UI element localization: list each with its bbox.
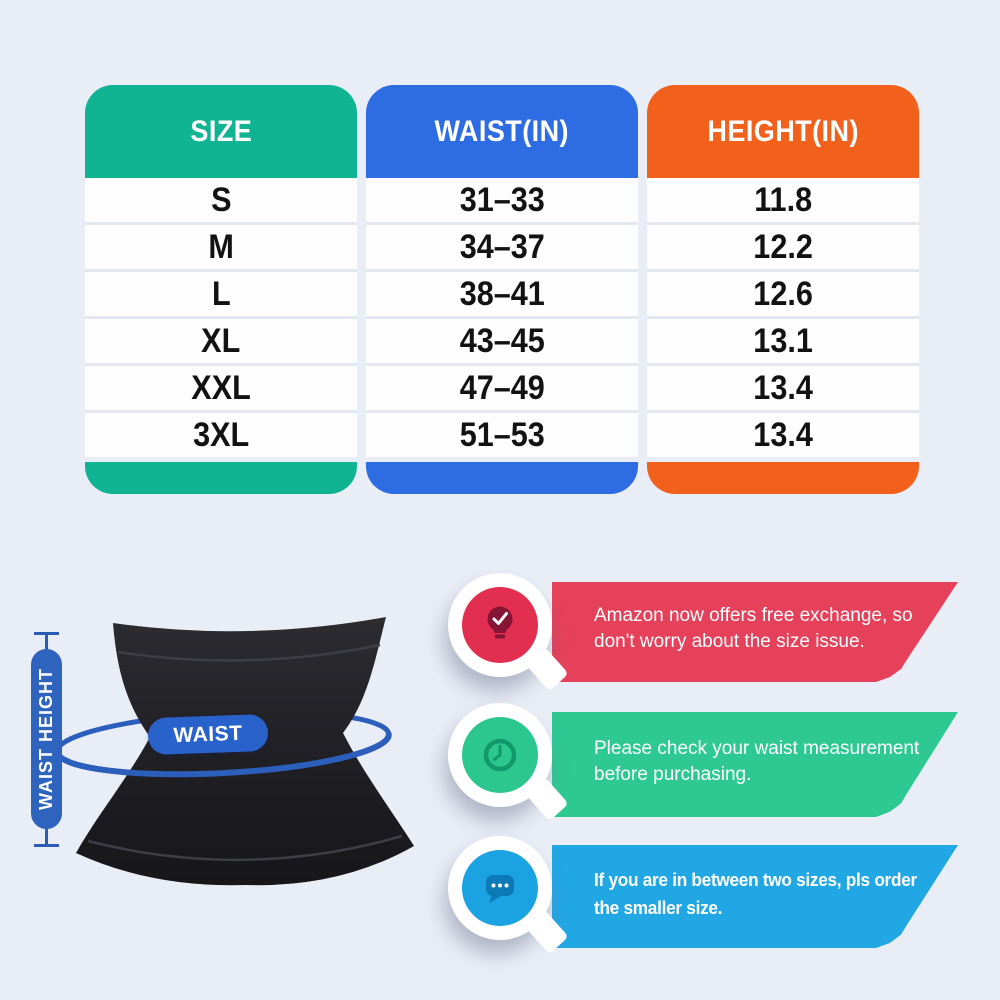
size-cell: XXL <box>85 366 357 413</box>
callout-between-sizes: If you are in between two sizes, pls ord… <box>440 831 970 956</box>
waist-cell: 34–37 <box>366 225 638 272</box>
height-cell: 12.2 <box>647 225 919 272</box>
column-body-height: 11.8 12.2 12.6 13.1 13.4 13.4 <box>647 178 919 457</box>
column-body-size: S M L XL XXL 3XL <box>85 178 357 457</box>
column-header-label: HEIGHT(IN) <box>707 114 859 148</box>
waist-cell: 43–45 <box>366 319 638 366</box>
clock-icon <box>462 717 538 793</box>
callout-text-line: before purchasing. <box>594 763 752 785</box>
waist-height-label-pill: WAIST HEIGHT <box>31 649 62 829</box>
waist-height-label: WAIST HEIGHT <box>36 668 56 810</box>
cell-value: 13.1 <box>753 321 813 360</box>
cell-value: L <box>211 274 231 313</box>
height-cell: 13.4 <box>647 413 919 457</box>
height-cell: 11.8 <box>647 178 919 225</box>
cell-value: 13.4 <box>753 368 813 407</box>
column-header-size: SIZE <box>85 85 357 178</box>
height-cell: 13.1 <box>647 319 919 366</box>
size-cell: S <box>85 178 357 225</box>
size-cell: M <box>85 225 357 272</box>
callout-text-line: don't worry about the size issue. <box>594 631 865 652</box>
callout-banner-blue: If you are in between two sizes, pls ord… <box>552 845 958 948</box>
size-cell: XL <box>85 319 357 366</box>
callout-banner-green: Please check your waist measurement befo… <box>552 712 958 817</box>
cell-value: 34–37 <box>459 227 545 266</box>
column-waist: WAIST(IN) 31–33 34–37 38–41 43–45 47–49 … <box>366 85 638 494</box>
callout-text-line: Please check your waist measurement <box>594 737 920 759</box>
column-header-waist: WAIST(IN) <box>366 85 638 178</box>
cell-value: 13.4 <box>753 415 813 454</box>
waist-label-pill: WAIST <box>147 713 269 756</box>
size-cell: 3XL <box>85 413 357 457</box>
cell-value: 12.6 <box>753 274 813 313</box>
waist-cell: 31–33 <box>366 178 638 225</box>
column-height: HEIGHT(IN) 11.8 12.2 12.6 13.1 13.4 13.4 <box>647 85 919 494</box>
lightbulb-check-icon <box>462 587 538 663</box>
callout-text: If you are in between two sizes, pls ord… <box>594 866 941 922</box>
column-header-label: WAIST(IN) <box>434 114 570 148</box>
column-footer-height <box>647 462 919 494</box>
column-footer-waist <box>366 462 638 494</box>
cell-value: 47–49 <box>459 368 545 407</box>
column-header-label: SIZE <box>190 114 252 148</box>
callout-text-line: the smaller size. <box>594 896 723 918</box>
waist-measure-ellipse-front <box>58 731 392 778</box>
cell-value: M <box>208 227 234 266</box>
callout-icon-badge <box>448 836 552 940</box>
callout-icon-badge <box>448 573 552 677</box>
callout-icon-badge <box>448 703 552 807</box>
bottom-seam-line <box>87 834 403 862</box>
cell-value: 43–45 <box>459 321 545 360</box>
cell-value: 3XL <box>192 415 250 454</box>
callout-check-measurement: Please check your waist measurement befo… <box>440 698 970 823</box>
callout-banner-red: Amazon now offers free exchange, so don'… <box>552 582 958 682</box>
column-footer-size <box>85 462 357 494</box>
callout-text-line: If you are in between two sizes, pls ord… <box>594 868 917 890</box>
column-body-waist: 31–33 34–37 38–41 43–45 47–49 51–53 <box>366 178 638 457</box>
waist-label: WAIST <box>173 721 243 747</box>
cell-value: 12.2 <box>753 227 813 266</box>
cell-value: 51–53 <box>459 415 545 454</box>
waist-cell: 38–41 <box>366 272 638 319</box>
cell-value: 38–41 <box>459 274 545 313</box>
cell-value: XL <box>201 321 241 360</box>
top-seam-line <box>117 643 381 662</box>
size-cell: L <box>85 272 357 319</box>
column-size: SIZE S M L XL XXL 3XL <box>85 85 357 494</box>
callout-text: Please check your waist measurement befo… <box>594 736 919 788</box>
callout-free-exchange: Amazon now offers free exchange, so don'… <box>440 568 970 688</box>
waist-cell: 47–49 <box>366 366 638 413</box>
cell-value: S <box>210 180 232 219</box>
cell-value: XXL <box>191 368 251 407</box>
height-cell: 13.4 <box>647 366 919 413</box>
column-header-height: HEIGHT(IN) <box>647 85 919 178</box>
callout-text-line: Amazon now offers free exchange, so <box>594 605 913 626</box>
cell-value: 31–33 <box>459 180 545 219</box>
size-chart-table: SIZE S M L XL XXL 3XL WAIST(IN) 31–33 34… <box>85 85 919 494</box>
cell-value: 11.8 <box>754 180 812 219</box>
chat-dots-icon <box>462 850 538 926</box>
height-cell: 12.6 <box>647 272 919 319</box>
callout-text: Amazon now offers free exchange, so don'… <box>594 603 913 655</box>
waist-cell: 51–53 <box>366 413 638 457</box>
